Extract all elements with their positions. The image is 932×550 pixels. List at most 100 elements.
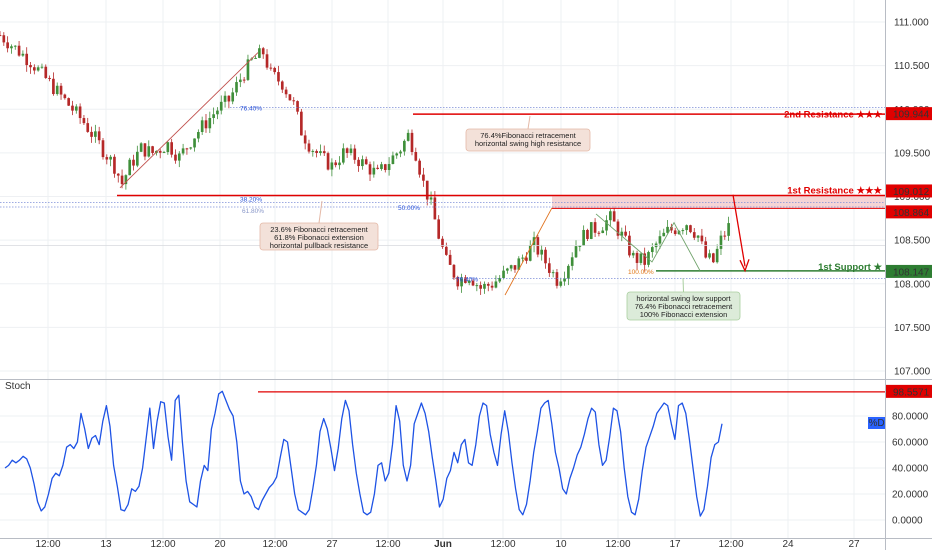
candle-body [292,100,296,102]
candle-body [33,67,36,71]
annotation-text: horizontal swing low support [636,294,731,303]
level-value-tag [886,264,932,278]
price-tick-label: 109.500 [894,148,931,159]
annotation-text: 76.4%Fibonacci retracement [480,131,576,140]
time-tick-label: Jun [434,539,452,550]
candle-body [620,231,624,236]
price-tick-label: 108.000 [894,279,931,290]
resistance-zone [552,195,885,209]
candle-body [258,48,261,58]
candle-body [204,120,208,129]
fib-label: 61.80% [242,208,264,215]
candle-body [597,232,601,234]
candle-body [13,45,17,47]
candle-body [158,150,162,153]
candle-body [231,92,235,102]
candle-body [422,174,425,181]
candle-body [181,148,185,154]
stoch-pd-tag [868,417,885,429]
candle-body [723,235,727,237]
candles [0,31,730,295]
price-tick-label: 108.500 [894,236,931,247]
candle-body [265,54,269,68]
candle-body [300,111,303,136]
candle-body [86,123,90,132]
time-tick-label: 10 [555,539,567,550]
price-tick-label: 109.000 [894,192,931,203]
level-name-label: 1st Support ★ [818,262,882,273]
candle-body [219,101,223,111]
fib-label: 76.40% [456,277,478,284]
arrowhead [739,259,750,273]
candle-body [635,252,639,263]
candle-body [193,138,196,148]
annotation-box [626,291,741,321]
candle-body [483,283,486,289]
candle-body [555,272,559,286]
candle-body [254,57,257,59]
candle-body [357,159,360,167]
candle-body [464,277,467,283]
candle-body [94,131,97,137]
candle-body [132,159,135,166]
candle-body [525,257,528,261]
candle-body [433,197,437,220]
candle-body [372,167,376,175]
candle-body [589,222,593,239]
candle-body [685,225,688,231]
candle-body [284,89,288,95]
candle-body [570,257,574,266]
candle-body [109,156,112,160]
candle-body [502,270,505,278]
candle-body [368,164,372,175]
candle-body [395,153,399,156]
candle-body [662,232,666,237]
candle-body [189,147,193,149]
candle-body [650,247,654,253]
candle-body [509,265,513,269]
annotation-text: 76.4% Fibonacci retracement [635,302,733,311]
candle-body [97,131,101,141]
candle-body [364,159,368,165]
candle-body [658,236,662,244]
candle-body [544,249,547,264]
candle-body [55,85,59,95]
candle-body [403,140,406,152]
candle-body [437,219,441,239]
candle-body [578,245,582,247]
time-tick-label: 13 [100,539,112,550]
candle-body [185,148,189,150]
candle-body [441,238,444,247]
candle-body [380,164,383,169]
candle-body [147,146,151,157]
candle-body [25,53,29,66]
price-pane: 2nd Resistance ★★★ 1st Resistance ★★★ 1st … [0,31,885,321]
candle-body [521,257,524,259]
candle-body [486,283,490,286]
candle-body [296,101,299,112]
candle-body [288,94,292,101]
candle-body [322,151,326,154]
candle-body [696,235,700,238]
level-value-text: 109.944 [893,110,930,121]
time-tick-label: 27 [848,539,860,550]
level-value-text: 109.012 [893,187,930,198]
candle-body [624,231,627,236]
candle-body [311,150,315,152]
fib-trendline [504,207,553,296]
annotation-pointer [682,277,684,293]
candle-body [666,226,669,233]
candle-body [78,106,82,119]
candle-body [330,162,334,170]
candle-body [517,258,521,270]
candle-body [101,140,105,158]
candle-body [48,77,51,79]
candle-body [467,280,471,283]
candle-body [200,120,204,133]
candle-body [609,211,612,221]
candle-body [242,79,246,81]
candle-body [227,95,231,102]
candle-body [124,175,128,185]
candle-body [128,159,132,176]
